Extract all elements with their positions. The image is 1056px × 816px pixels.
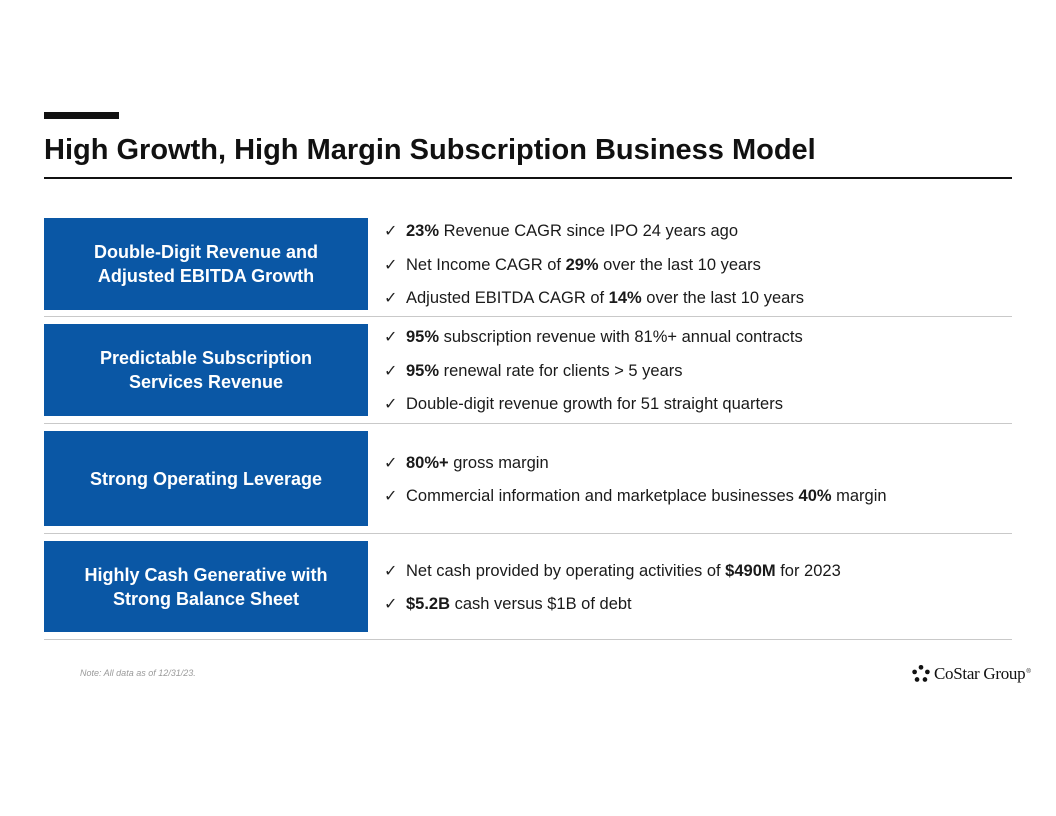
section-label-line: Strong Balance Sheet (112, 588, 300, 609)
footnote: Note: All data as of 12/31/23. (80, 668, 196, 678)
checkmark-icon: ✓ (384, 257, 398, 274)
bullet-item: ✓ 95% subscription revenue with 81%+ ann… (384, 325, 803, 349)
bullet-text: over the last 10 years (641, 288, 805, 307)
title-divider (44, 177, 1012, 179)
checkmark-icon: ✓ (384, 455, 398, 472)
bullet-bold: 29% (565, 255, 599, 274)
bullet-text: cash versus $1B of debt (450, 594, 632, 613)
section-label-line: Double-Digit Revenue and (93, 242, 318, 262)
checkmark-icon: ✓ (384, 290, 398, 307)
bullet-text: Double-digit revenue growth for 51 strai… (406, 394, 783, 413)
bullet-item: ✓ $5.2B cash versus $1B of debt (384, 592, 632, 616)
bullet-bold: 80%+ (406, 453, 449, 472)
bullet-bold: $5.2B (406, 594, 451, 613)
title-accent-bar (44, 112, 119, 119)
bullet-text: Adjusted EBITDA CAGR of (406, 288, 609, 307)
bullet-text: Net Income CAGR of (406, 255, 566, 274)
page-title: High Growth, High Margin Subscription Bu… (44, 134, 816, 166)
bullet-item: ✓ 95% renewal rate for clients > 5 years (384, 359, 683, 383)
costar-group-logo: CoStar Group ® (912, 662, 1031, 686)
bullet-text: margin (831, 486, 887, 505)
bullet-text: Revenue CAGR since IPO 24 years ago (439, 221, 739, 240)
bullet-text: over the last 10 years (598, 255, 761, 274)
checkmark-icon: ✓ (384, 596, 398, 613)
bullet-item: ✓ 80%+ gross margin (384, 451, 549, 475)
checkmark-icon: ✓ (384, 488, 398, 505)
bullet-text: Commercial information and marketplace b… (406, 486, 799, 505)
bullet-item: ✓ Double-digit revenue growth for 51 str… (384, 392, 783, 416)
bullet-text: Net cash provided by operating activitie… (406, 561, 726, 580)
bullet-item: ✓ Net Income CAGR of 29% over the last 1… (384, 253, 761, 277)
bullet-bold: 95% (406, 361, 440, 380)
bullet-text: renewal rate for clients > 5 years (439, 361, 683, 380)
section-label-line: Highly Cash Generative with (84, 564, 328, 585)
bullet-bold: 23% (406, 221, 440, 240)
logo-trademark: ® (1026, 669, 1031, 675)
section-label-line: Services Revenue (128, 372, 284, 392)
bullet-bold: 14% (608, 288, 642, 307)
bullet-text: subscription revenue with 81%+ annual co… (439, 327, 803, 346)
bullet-bold: 95% (406, 327, 440, 346)
section-label-revenue-growth: Double-Digit Revenue and Adjusted EBITDA… (44, 218, 368, 310)
bullet-bold: 40% (798, 486, 832, 505)
checkmark-icon: ✓ (384, 223, 398, 240)
section-label-line: Predictable Subscription (99, 348, 313, 368)
section-label-line: Strong Operating Leverage (89, 468, 323, 489)
checkmark-icon: ✓ (384, 363, 398, 380)
bullet-item: ✓ Net cash provided by operating activit… (384, 559, 841, 583)
logo-wordmark: CoStar Group (934, 664, 1026, 683)
checkmark-icon: ✓ (384, 563, 398, 580)
section-divider (44, 423, 1012, 424)
costar-star-icon (912, 665, 930, 682)
bullet-bold: $490M (725, 561, 776, 580)
bullet-item: ✓ Adjusted EBITDA CAGR of 14% over the l… (384, 286, 804, 310)
section-label-subscription-revenue: Predictable Subscription Services Revenu… (44, 324, 368, 416)
bullet-item: ✓ Commercial information and marketplace… (384, 484, 887, 508)
section-label-operating-leverage: Strong Operating Leverage (44, 431, 368, 526)
checkmark-icon: ✓ (384, 329, 398, 346)
section-divider (44, 316, 1012, 317)
section-label-line: Adjusted EBITDA Growth (97, 266, 315, 286)
checkmark-icon: ✓ (384, 396, 398, 413)
section-divider (44, 533, 1012, 534)
section-label-cash-generation: Highly Cash Generative with Strong Balan… (44, 541, 368, 632)
section-divider (44, 639, 1012, 640)
bullet-text: gross margin (448, 453, 549, 472)
bullet-item: ✓ 23% Revenue CAGR since IPO 24 years ag… (384, 219, 738, 243)
bullet-text: for 2023 (775, 561, 841, 580)
